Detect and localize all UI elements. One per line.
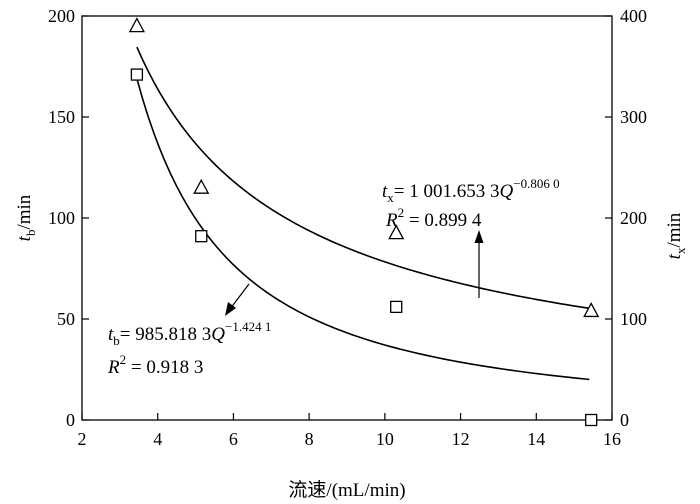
y-left-label-main: t xyxy=(14,235,35,241)
tb-eq-lhs: t xyxy=(108,324,114,345)
y-left-label-sub: b xyxy=(23,230,38,237)
data-point-triangle xyxy=(193,178,210,194)
tx-arrow xyxy=(474,230,484,298)
data-point-square xyxy=(195,230,208,243)
y-axis-right-label: tx/min xyxy=(664,212,688,259)
x-axis-label: 流速/(mL/min) xyxy=(288,479,405,501)
tb-equation: tb= 985.818 3Q−1.424 1 xyxy=(108,319,271,348)
y-axis-left: 0 50 100 150 200 xyxy=(48,6,89,430)
tx-eq-sub: x xyxy=(387,190,394,205)
y-right-tick-label: 100 xyxy=(620,309,647,329)
tx-r2-r: R xyxy=(385,210,398,231)
y-right-tick-label: 0 xyxy=(620,410,629,430)
x-tick-label: 14 xyxy=(527,429,545,449)
data-point-square xyxy=(585,413,598,427)
y-axis-left-label: tb/min xyxy=(14,194,38,241)
tx-r2-rhs: = 0.899 4 xyxy=(404,210,482,231)
x-tick-label: 8 xyxy=(305,429,314,449)
tx-r2: R2 = 0.899 4 xyxy=(385,205,482,231)
y-left-tick-label: 150 xyxy=(48,107,75,127)
x-axis: 2 4 6 8 10 12 14 16 xyxy=(78,413,621,449)
data-point-square xyxy=(390,300,403,314)
y-right-tick-label: 200 xyxy=(620,208,647,228)
tx-eq-lhs: t xyxy=(382,181,388,202)
tb-arrow xyxy=(225,283,250,316)
x-tick-label: 4 xyxy=(153,429,162,449)
x-tick-label: 2 xyxy=(78,429,87,449)
data-point-triangle xyxy=(583,302,600,318)
y-right-label-sub: x xyxy=(673,247,688,254)
tb-eq-sub: b xyxy=(113,333,120,348)
fit-curve-tx xyxy=(136,46,590,310)
data-point-square xyxy=(130,68,144,81)
tb-eq-rhs: = 985.818 3 xyxy=(120,324,211,345)
tb-r2-exp: 2 xyxy=(120,352,127,367)
tb-r2-r: R xyxy=(107,357,120,378)
tx-equation: tx= 1 001.653 3Q−0.806 0 xyxy=(382,176,560,205)
tx-eq-exp: −0.806 0 xyxy=(513,176,559,191)
y-left-tick-label: 50 xyxy=(57,309,75,329)
y-left-tick-label: 100 xyxy=(48,208,75,228)
x-tick-label: 12 xyxy=(452,429,470,449)
tb-eq-var: Q xyxy=(211,324,225,345)
y-right-label-unit: /min xyxy=(664,212,685,247)
tx-eq-var: Q xyxy=(500,181,514,202)
tb-r2-rhs: = 0.918 3 xyxy=(126,357,203,378)
tx-r2-exp: 2 xyxy=(398,205,405,220)
x-tick-label: 16 xyxy=(603,429,621,449)
tb-eq-exp: −1.424 1 xyxy=(225,319,271,334)
y-right-label-main: t xyxy=(664,253,685,259)
y-left-tick-label: 200 xyxy=(48,6,75,26)
y-right-tick-label: 400 xyxy=(620,6,647,26)
y-axis-right: 0 100 200 300 400 xyxy=(605,6,647,430)
y-left-label-unit: /min xyxy=(14,194,35,229)
data-point-triangle xyxy=(128,17,145,33)
tx-eq-rhs: = 1 001.653 3 xyxy=(394,181,500,202)
y-right-tick-label: 300 xyxy=(620,107,647,127)
data-markers xyxy=(128,17,600,427)
x-tick-label: 6 xyxy=(229,429,238,449)
x-tick-label: 10 xyxy=(376,429,394,449)
fit-curve-tb xyxy=(136,78,590,381)
fit-curves xyxy=(136,46,590,381)
y-left-tick-label: 0 xyxy=(66,410,75,430)
tb-r2: R2 = 0.918 3 xyxy=(107,352,203,378)
data-point-triangle xyxy=(388,224,405,240)
